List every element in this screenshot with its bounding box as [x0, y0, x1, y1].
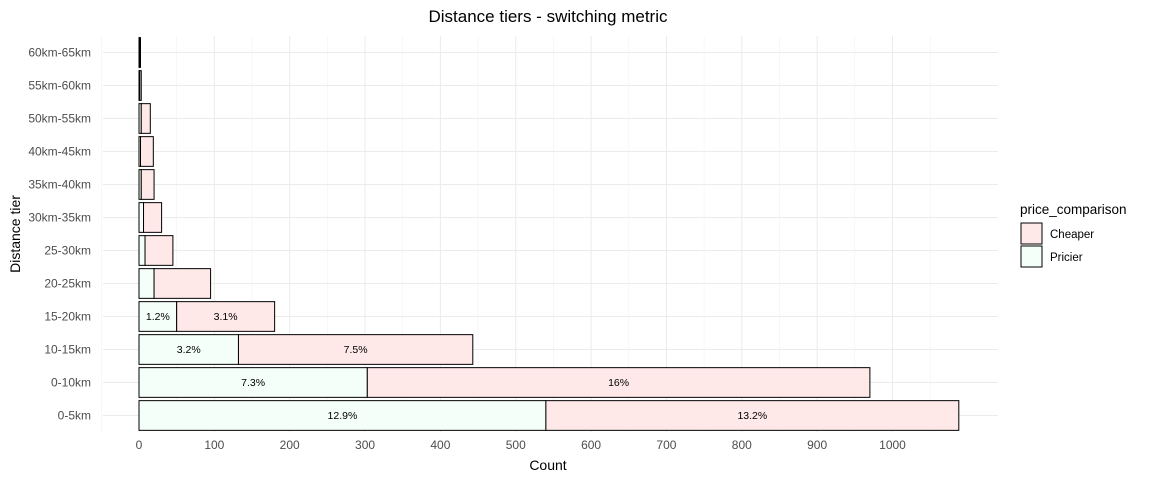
bar-cheaper-50km-55km: [140, 103, 151, 134]
x-tick-label: 900: [807, 438, 827, 452]
y-tick-label: 25-30km: [44, 244, 91, 258]
x-tick-label: 400: [430, 438, 450, 452]
x-tick-label: 600: [581, 438, 601, 452]
y-tick-label: 10-15km: [44, 343, 91, 357]
data-label: 1.2%: [146, 311, 170, 323]
bar-cheaper-35km-40km: [140, 169, 155, 200]
bar-cheaper-30km-35km: [143, 202, 163, 233]
y-tick-label: 55km-60km: [28, 79, 91, 93]
y-tick-label: 35km-40km: [28, 178, 91, 192]
legend: price_comparison Cheaper Pricier: [1020, 202, 1127, 268]
y-tick-label: 0-5km: [58, 409, 91, 423]
y-tick-label: 50km-55km: [28, 112, 91, 126]
bar-cheaper-10-15km: [237, 334, 474, 365]
bar-pricier-0-5km: [138, 400, 547, 431]
x-tick-label: 1000: [879, 438, 906, 452]
bars: [138, 37, 960, 431]
legend-key-cheaper: [1020, 222, 1043, 245]
bar-pricier-15-20km: [138, 301, 178, 332]
y-tick-label: 15-20km: [44, 310, 91, 324]
data-label: 7.5%: [344, 344, 368, 356]
x-tick-label: 100: [204, 438, 224, 452]
legend-items: Cheaper Pricier: [1020, 222, 1094, 268]
bar-cheaper-55km-60km: [139, 70, 142, 101]
bar-pricier-20-25km: [138, 268, 155, 299]
data-label: 3.2%: [177, 344, 201, 356]
bar-cheaper-25-30km: [144, 235, 174, 266]
bar-cheaper-40km-45km: [140, 136, 154, 167]
y-tick-label: 40km-45km: [28, 145, 91, 159]
bar-cheaper-15-20km: [176, 301, 276, 332]
x-tick-label: 800: [732, 438, 752, 452]
x-tick-label: 0: [136, 438, 143, 452]
chart-title: Distance tiers - switching metric: [428, 7, 668, 26]
y-axis-title: Distance tier: [7, 195, 23, 273]
data-labels: 12.9% 13.2% 7.3% 16% 3.2% 7.5% 1.2% 3.1%: [146, 311, 767, 422]
legend-key-pricier: [1020, 245, 1043, 268]
bar-pricier-25-30km: [138, 235, 146, 266]
y-tick-label: 0-10km: [51, 376, 91, 390]
data-label: 12.9%: [328, 410, 358, 422]
bar-cheaper-20-25km: [153, 268, 212, 299]
legend-label-pricier: Pricier: [1050, 252, 1083, 264]
axes: 0 100 200 300 400 500 600 700 800 900 1000 0-5km 0-1…: [28, 46, 906, 453]
x-tick-label: 700: [656, 438, 676, 452]
x-axis-title: Count: [529, 457, 566, 473]
legend-title: price_comparison: [1020, 202, 1127, 217]
data-label: 7.3%: [241, 377, 265, 389]
y-tick-label: 20-25km: [44, 277, 91, 291]
legend-label-cheaper: Cheaper: [1050, 229, 1094, 241]
y-tick-label: 30km-35km: [28, 211, 91, 225]
x-tick-label: 500: [506, 438, 526, 452]
bar-pricier-0-10km: [138, 367, 368, 398]
data-label: 16%: [608, 377, 629, 389]
bar-pricier-30km-35km: [138, 202, 145, 233]
data-label: 13.2%: [737, 410, 767, 422]
bar-cheaper-60km-65km: [139, 37, 142, 68]
x-tick-label: 200: [280, 438, 300, 452]
bar-pricier-10-15km: [138, 334, 239, 365]
y-tick-label: 60km-65km: [28, 46, 91, 60]
bar-cheaper-0-10km: [366, 367, 871, 398]
bar-cheaper-0-5km: [545, 400, 960, 431]
x-tick-label: 300: [355, 438, 375, 452]
data-label: 3.1%: [214, 311, 238, 323]
